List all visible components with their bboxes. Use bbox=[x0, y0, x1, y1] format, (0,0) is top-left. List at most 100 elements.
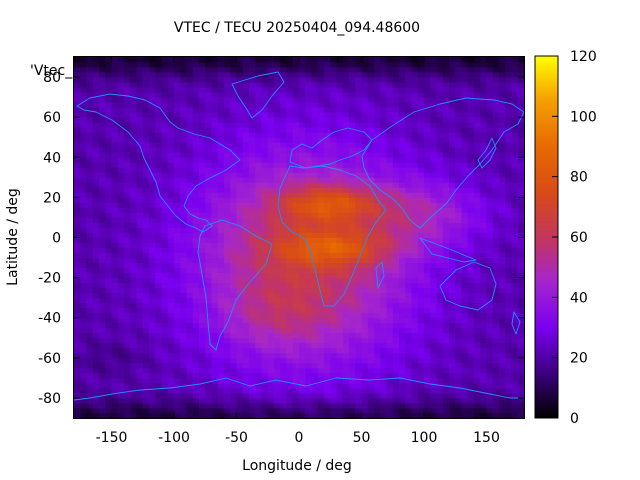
heatmap-cell bbox=[136, 362, 144, 369]
heatmap-cell bbox=[449, 122, 456, 128]
heatmap-cell bbox=[342, 267, 350, 273]
heatmap-cell bbox=[255, 167, 262, 173]
heatmap-cell bbox=[217, 127, 225, 133]
heatmap-cell bbox=[167, 147, 175, 153]
heatmap-cell bbox=[174, 347, 181, 354]
heatmap-cell bbox=[124, 302, 131, 309]
heatmap-cell bbox=[92, 97, 100, 103]
heatmap-cell bbox=[317, 207, 325, 213]
heatmap-cell bbox=[124, 387, 131, 394]
heatmap-cell bbox=[424, 237, 431, 243]
heatmap-cell bbox=[180, 392, 187, 399]
heatmap-cell bbox=[255, 102, 262, 108]
heatmap-cell bbox=[411, 127, 419, 133]
heatmap-cell bbox=[461, 382, 469, 389]
heatmap-cell bbox=[505, 152, 512, 158]
heatmap-cell bbox=[386, 97, 394, 103]
heatmap-cell bbox=[130, 287, 137, 294]
heatmap-cell bbox=[136, 282, 144, 289]
heatmap-cell bbox=[292, 332, 300, 339]
heatmap-cell bbox=[136, 222, 144, 228]
heatmap-cell bbox=[311, 237, 319, 243]
heatmap-cell bbox=[449, 212, 456, 218]
heatmap-cell bbox=[392, 287, 400, 294]
heatmap-cell bbox=[174, 227, 181, 233]
heatmap-cell bbox=[186, 317, 194, 324]
heatmap-cell bbox=[155, 127, 162, 133]
heatmap-cell bbox=[517, 257, 525, 263]
heatmap-cell bbox=[305, 247, 312, 253]
heatmap-cell bbox=[155, 347, 162, 354]
heatmap-cell bbox=[99, 337, 106, 344]
heatmap-cell bbox=[105, 247, 112, 253]
heatmap-cell bbox=[499, 232, 506, 238]
heatmap-cell bbox=[224, 252, 231, 258]
heatmap-cell bbox=[149, 237, 156, 243]
heatmap-cell bbox=[355, 127, 362, 133]
heatmap-cell bbox=[311, 77, 319, 83]
heatmap-cell bbox=[324, 287, 331, 294]
heatmap-cell bbox=[117, 257, 125, 263]
heatmap-cell bbox=[142, 357, 150, 364]
heatmap-cell bbox=[467, 282, 475, 289]
heatmap-cell bbox=[430, 202, 437, 208]
heatmap-cell bbox=[517, 252, 525, 258]
heatmap-cell bbox=[80, 332, 87, 339]
heatmap-cell bbox=[174, 127, 181, 133]
heatmap-cell bbox=[392, 407, 400, 414]
heatmap-cell bbox=[436, 277, 444, 284]
heatmap-cell bbox=[274, 372, 281, 379]
heatmap-cell bbox=[361, 197, 369, 203]
heatmap-cell bbox=[392, 402, 400, 409]
heatmap-cell bbox=[130, 87, 137, 93]
heatmap-cell bbox=[92, 382, 100, 389]
heatmap-cell bbox=[405, 132, 412, 138]
heatmap-cell bbox=[386, 287, 394, 294]
heatmap-cell bbox=[180, 312, 187, 319]
heatmap-cell bbox=[224, 317, 231, 324]
heatmap-cell bbox=[130, 217, 137, 223]
heatmap-cell bbox=[130, 132, 137, 138]
heatmap-cell bbox=[80, 307, 87, 314]
heatmap-cell bbox=[467, 337, 475, 344]
heatmap-cell bbox=[155, 142, 162, 148]
heatmap-cell bbox=[142, 67, 150, 73]
heatmap-cell bbox=[492, 377, 500, 384]
heatmap-cell bbox=[417, 317, 425, 324]
heatmap-cell bbox=[124, 252, 131, 258]
heatmap-cell bbox=[405, 327, 412, 334]
heatmap-cell bbox=[492, 97, 500, 103]
heatmap-cell bbox=[136, 397, 144, 404]
heatmap-cell bbox=[417, 232, 425, 238]
heatmap-cell bbox=[330, 367, 337, 374]
heatmap-cell bbox=[324, 397, 331, 404]
heatmap-cell bbox=[330, 197, 337, 203]
heatmap-cell bbox=[355, 222, 362, 228]
heatmap-cell bbox=[217, 167, 225, 173]
heatmap-cell bbox=[361, 312, 369, 319]
heatmap-cell bbox=[317, 92, 325, 98]
heatmap-cell bbox=[417, 412, 425, 419]
heatmap-cell bbox=[92, 392, 100, 399]
heatmap-cell bbox=[374, 77, 381, 83]
heatmap-cell bbox=[117, 292, 125, 299]
heatmap-cell bbox=[392, 242, 400, 248]
heatmap-cell bbox=[480, 342, 487, 349]
heatmap-cell bbox=[217, 272, 225, 279]
heatmap-cell bbox=[117, 282, 125, 289]
heatmap-cell bbox=[117, 157, 125, 163]
heatmap-cell bbox=[349, 407, 356, 414]
heatmap-cell bbox=[349, 92, 356, 98]
heatmap-cell bbox=[180, 367, 187, 374]
heatmap-cell bbox=[236, 377, 244, 384]
heatmap-cell bbox=[405, 362, 412, 369]
heatmap-cell bbox=[492, 92, 500, 98]
heatmap-cell bbox=[261, 242, 269, 248]
heatmap-cell bbox=[74, 387, 81, 394]
heatmap-cell bbox=[355, 172, 362, 178]
heatmap-cell bbox=[230, 182, 237, 188]
heatmap-cell bbox=[217, 67, 225, 73]
heatmap-cell bbox=[130, 67, 137, 73]
heatmap-cell bbox=[136, 187, 144, 193]
heatmap-cell bbox=[99, 182, 106, 188]
